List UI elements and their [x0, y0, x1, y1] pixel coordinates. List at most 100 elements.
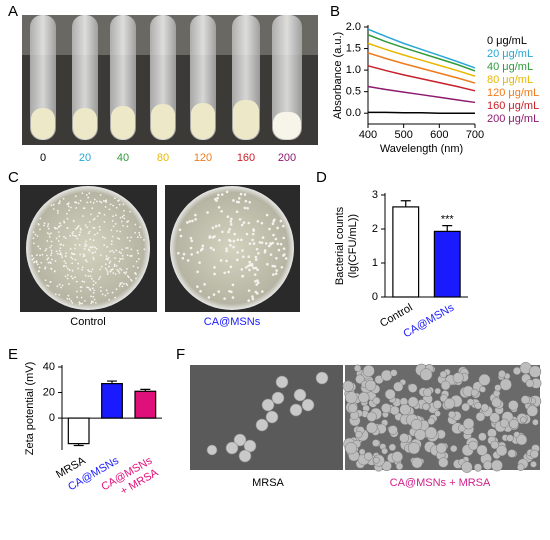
colony: [57, 212, 59, 214]
colony: [79, 253, 82, 256]
particle: [461, 461, 473, 473]
y-tick-label: 2: [372, 223, 378, 235]
colony: [48, 236, 51, 238]
particle: [390, 369, 398, 377]
y-tick-label: 0.5: [346, 86, 361, 98]
colony: [71, 277, 74, 280]
colony: [56, 252, 59, 255]
particle: [388, 443, 397, 452]
panel-label: C: [8, 169, 19, 186]
colony: [93, 289, 96, 292]
x-tick-label: 700: [466, 129, 484, 141]
colony: [212, 248, 215, 252]
colony: [121, 248, 124, 251]
colony: [50, 240, 53, 243]
particle: [381, 460, 392, 472]
colony: [243, 193, 247, 196]
particle: [450, 444, 458, 453]
colony: [89, 246, 92, 249]
colony: [114, 222, 117, 225]
colony: [55, 250, 58, 253]
particle: [506, 434, 514, 442]
colony: [250, 264, 254, 267]
colony: [92, 258, 95, 261]
colony: [72, 234, 74, 237]
colony: [76, 290, 78, 293]
colony: [126, 268, 128, 270]
colony: [81, 266, 84, 269]
colony: [102, 199, 105, 202]
particle: [364, 451, 373, 461]
colony: [68, 209, 71, 212]
colony: [39, 217, 42, 220]
colony: [126, 247, 129, 249]
colony: [115, 265, 118, 267]
colony: [220, 193, 224, 196]
colony: [46, 284, 48, 287]
colony: [182, 252, 186, 256]
particle: [345, 391, 358, 404]
particle: [480, 403, 489, 412]
colony: [261, 290, 264, 293]
colony: [257, 251, 260, 255]
series-line: [367, 34, 476, 72]
colony: [181, 256, 185, 260]
colony: [260, 241, 264, 245]
colony: [230, 217, 233, 221]
colony: [227, 270, 230, 274]
legend-label: 200 μg/mL: [487, 113, 539, 125]
colony: [84, 274, 87, 277]
colony: [74, 243, 77, 246]
colony: [254, 258, 258, 261]
colony: [88, 192, 91, 195]
colony: [65, 252, 67, 255]
particle: [491, 397, 502, 408]
colony: [93, 198, 96, 201]
colony: [100, 254, 102, 257]
colony: [67, 294, 70, 297]
colony: [143, 238, 145, 241]
colony: [110, 229, 113, 232]
particle: [476, 444, 488, 456]
colony: [76, 237, 79, 240]
particle: [516, 434, 528, 446]
colony: [35, 254, 38, 257]
colony: [40, 261, 43, 264]
colony: [247, 299, 250, 302]
colony: [115, 288, 118, 291]
colony: [110, 240, 113, 243]
colony: [139, 226, 141, 228]
error-bar: [140, 388, 151, 392]
particle: [466, 398, 475, 406]
colony: [121, 285, 124, 288]
particle: [381, 403, 392, 414]
colony: [109, 270, 112, 273]
colony: [72, 230, 75, 233]
colony: [252, 242, 256, 245]
colony: [77, 262, 80, 265]
sem-label: MRSA: [252, 477, 284, 489]
colony: [106, 292, 109, 295]
colony: [107, 256, 110, 259]
particle: [384, 388, 396, 400]
colony: [54, 260, 57, 262]
colony: [112, 272, 115, 274]
colony: [263, 250, 267, 254]
colony: [50, 252, 53, 254]
colony: [84, 259, 87, 261]
panel-label: E: [8, 346, 18, 363]
colony: [56, 285, 59, 288]
colony: [186, 221, 189, 224]
colony: [121, 281, 123, 284]
colony: [35, 261, 38, 264]
colony: [59, 224, 62, 227]
colony: [57, 231, 60, 233]
colony: [87, 286, 90, 289]
particle: [432, 400, 442, 410]
particle: [473, 463, 483, 472]
colony: [137, 252, 140, 255]
colony: [232, 239, 236, 243]
colony: [98, 211, 100, 214]
colony: [225, 247, 228, 250]
colony: [71, 232, 74, 235]
